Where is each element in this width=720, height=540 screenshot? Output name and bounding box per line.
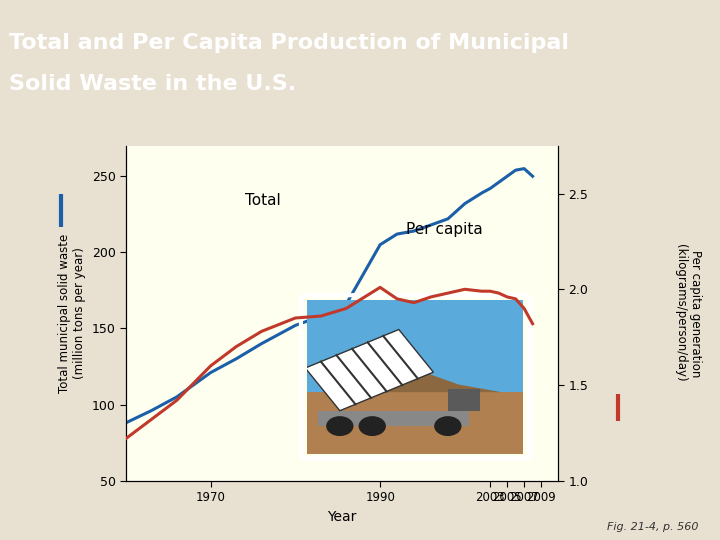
Text: Per capita generation
(kilograms/person/day): Per capita generation (kilograms/person/… — [674, 245, 701, 382]
Text: Total and Per Capita Production of Municipal: Total and Per Capita Production of Munic… — [9, 33, 569, 53]
Text: Solid Waste in the U.S.: Solid Waste in the U.S. — [9, 73, 296, 93]
Y-axis label: Total municipal solid waste
(million tons per year): Total municipal solid waste (million ton… — [58, 234, 86, 393]
X-axis label: Year: Year — [328, 510, 356, 524]
Text: Per capita: Per capita — [405, 222, 482, 237]
Text: Total: Total — [245, 193, 280, 208]
Text: Fig. 21-4, p. 560: Fig. 21-4, p. 560 — [607, 522, 698, 532]
